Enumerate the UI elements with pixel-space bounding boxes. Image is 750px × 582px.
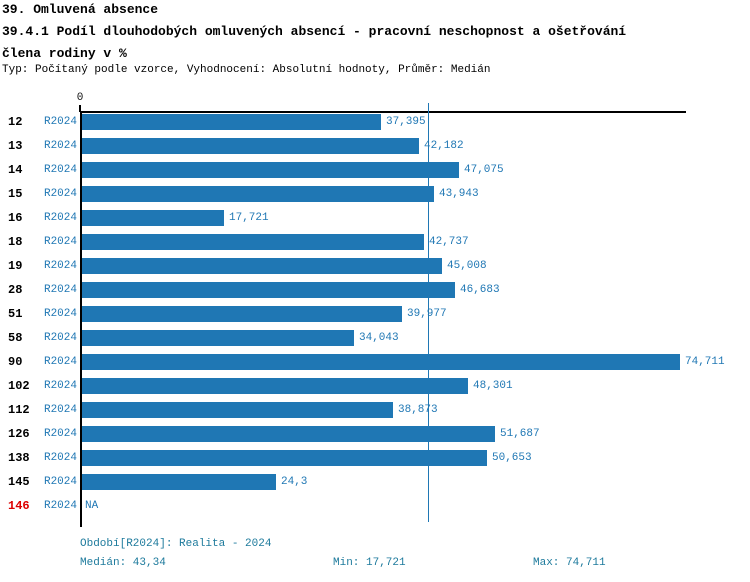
bar — [82, 186, 434, 202]
row-series-label: R2024 — [43, 500, 77, 512]
footer-min-label: Min: 17,721 — [333, 557, 406, 569]
row-category-label: 58 — [8, 331, 23, 345]
row-series-label: R2024 — [43, 476, 77, 488]
bar-row: 13 R2024 42,182 — [0, 138, 750, 154]
chart-subtitle-line1: 39.4.1 Podíl dlouhodobých omluvených abs… — [2, 24, 627, 39]
bar-row: 112 R2024 38,873 — [0, 402, 750, 418]
chart-subtitle-line2: člena rodiny v % — [2, 46, 127, 61]
footer-max-label: Max: 74,711 — [533, 557, 606, 569]
row-series-label: R2024 — [43, 404, 77, 416]
bar-row: 90 R2024 74,711 — [0, 354, 750, 370]
bar-row: 126 R2024 51,687 — [0, 426, 750, 442]
bar-value-label: 42,737 — [429, 236, 469, 248]
row-category-label: 12 — [8, 115, 23, 129]
bar-row: 15 R2024 43,943 — [0, 186, 750, 202]
bar-value-label: 24,3 — [281, 476, 308, 488]
bar-na-label: NA — [85, 500, 99, 512]
bar — [82, 474, 276, 490]
bar-value-label: 45,008 — [447, 260, 487, 272]
row-series-label: R2024 — [43, 308, 77, 320]
footer-period-label: Období[R2024]: Realita - 2024 — [80, 538, 272, 550]
bar — [82, 306, 402, 322]
row-category-label: 15 — [8, 187, 23, 201]
bar-value-label: 47,075 — [464, 164, 504, 176]
bar-value-label: 34,043 — [359, 332, 399, 344]
row-category-label: 138 — [8, 451, 30, 465]
row-series-label: R2024 — [43, 332, 77, 344]
row-series-label: R2024 — [43, 164, 77, 176]
row-category-label: 14 — [8, 163, 23, 177]
bar-row: 102 R2024 48,301 — [0, 378, 750, 394]
bar — [82, 378, 468, 394]
row-category-label: 102 — [8, 379, 30, 393]
bar — [82, 282, 455, 298]
row-category-label: 13 — [8, 139, 23, 153]
chart-meta-line: Typ: Počítaný podle vzorce, Vyhodnocení:… — [2, 64, 491, 76]
row-category-label: 145 — [8, 475, 30, 489]
bar-row: 58 R2024 34,043 — [0, 330, 750, 346]
row-category-label: 18 — [8, 235, 23, 249]
bar — [82, 258, 442, 274]
bar-value-label: 39,977 — [407, 308, 447, 320]
row-category-label: 146 — [8, 499, 30, 513]
bar — [82, 210, 224, 226]
bar-row: 18 R2024 42,737 — [0, 234, 750, 250]
bar-value-label: 42,182 — [424, 140, 464, 152]
bar-value-label: 74,711 — [685, 356, 725, 368]
row-category-label: 126 — [8, 427, 30, 441]
bar-row: 28 R2024 46,683 — [0, 282, 750, 298]
row-series-label: R2024 — [43, 140, 77, 152]
bar — [82, 234, 424, 250]
bar-row: 12 R2024 37,395 — [0, 114, 750, 130]
bar — [82, 330, 354, 346]
bar-value-label: 46,683 — [460, 284, 500, 296]
bar-value-label: 50,653 — [492, 452, 532, 464]
x-axis-line — [80, 111, 686, 113]
bar-value-label: 51,687 — [500, 428, 540, 440]
page-title: 39. Omluvená absence — [2, 2, 159, 17]
bar-row: 14 R2024 47,075 — [0, 162, 750, 178]
bar-row: 145 R2024 24,3 — [0, 474, 750, 490]
x-axis-tick-mark — [79, 105, 81, 112]
row-series-label: R2024 — [43, 356, 77, 368]
bar — [82, 426, 495, 442]
bar — [82, 354, 680, 370]
bar-row: 19 R2024 45,008 — [0, 258, 750, 274]
row-category-label: 16 — [8, 211, 23, 225]
row-series-label: R2024 — [43, 428, 77, 440]
bar — [82, 114, 381, 130]
bar-row: 138 R2024 50,653 — [0, 450, 750, 466]
bar-value-label: 48,301 — [473, 380, 513, 392]
bar-value-label: 17,721 — [229, 212, 269, 224]
row-series-label: R2024 — [43, 452, 77, 464]
median-reference-line — [428, 103, 429, 522]
row-category-label: 90 — [8, 355, 23, 369]
row-category-label: 19 — [8, 259, 23, 273]
bar-value-label: 38,873 — [398, 404, 438, 416]
row-series-label: R2024 — [43, 284, 77, 296]
row-category-label: 51 — [8, 307, 23, 321]
bar — [82, 162, 459, 178]
bar — [82, 138, 419, 154]
y-axis-line — [80, 111, 82, 527]
row-category-label: 28 — [8, 283, 23, 297]
bar-row: 16 R2024 17,721 — [0, 210, 750, 226]
bar-row: 146 R2024 NA — [0, 498, 750, 514]
row-series-label: R2024 — [43, 236, 77, 248]
row-series-label: R2024 — [43, 116, 77, 128]
row-series-label: R2024 — [43, 260, 77, 272]
bar — [82, 402, 393, 418]
bar-value-label: 37,395 — [386, 116, 426, 128]
row-category-label: 112 — [8, 403, 30, 417]
row-series-label: R2024 — [43, 212, 77, 224]
bar-value-label: 43,943 — [439, 188, 479, 200]
x-axis-zero-tick-label: 0 — [76, 92, 84, 104]
row-series-label: R2024 — [43, 380, 77, 392]
bar — [82, 450, 487, 466]
row-series-label: R2024 — [43, 188, 77, 200]
footer-median-label: Medián: 43,34 — [80, 557, 166, 569]
bar-row: 51 R2024 39,977 — [0, 306, 750, 322]
